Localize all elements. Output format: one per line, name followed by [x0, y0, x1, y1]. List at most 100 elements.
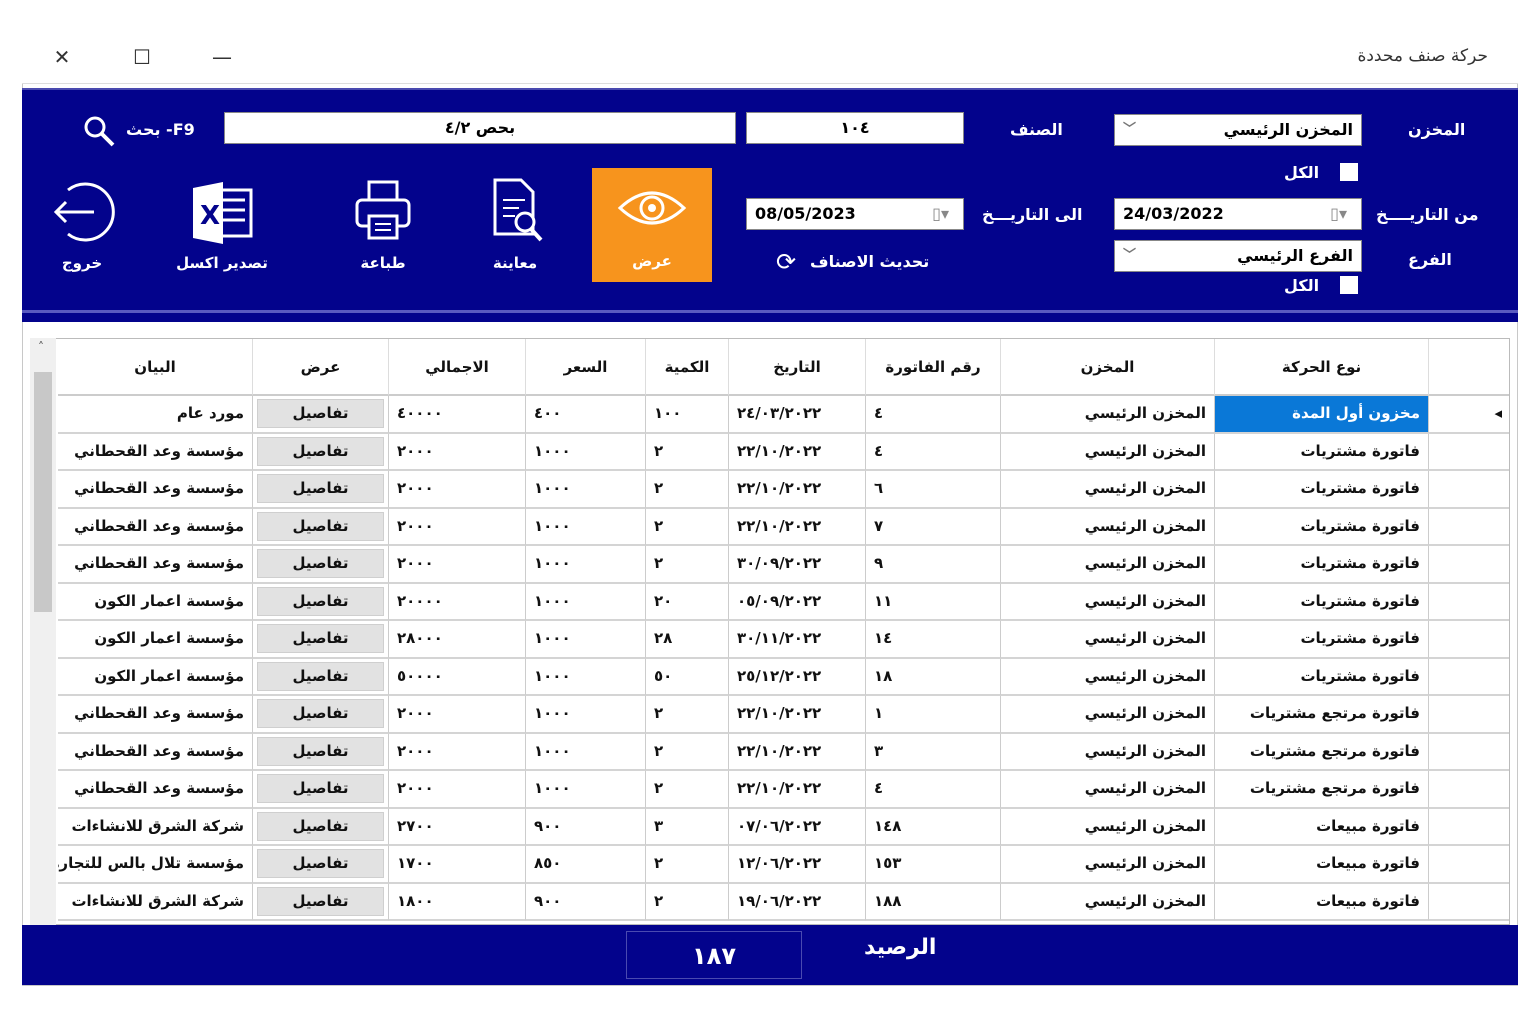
row-selector[interactable]	[1429, 809, 1509, 846]
cell-date[interactable]: ٢٢/١٠/٢٠٢٢	[729, 733, 866, 771]
cell-desc[interactable]: مؤسسة وعد القحطاني	[58, 433, 253, 471]
column-header-price[interactable]: السعر	[526, 339, 646, 396]
cell-store[interactable]: المخزن الرئيسي	[1001, 846, 1215, 884]
all-stores-checkbox[interactable]	[1340, 163, 1358, 181]
preview-button[interactable]: معاينة	[470, 176, 560, 272]
details-button[interactable]: تفاصيل	[257, 436, 384, 466]
cell-desc[interactable]: مؤسسة اعمار الكون	[58, 621, 253, 659]
row-selector[interactable]	[1429, 509, 1509, 546]
cell-qty[interactable]: ٢	[646, 733, 729, 771]
details-button[interactable]: تفاصيل	[257, 886, 384, 916]
cell-price[interactable]: ٩٠٠	[526, 808, 646, 846]
cell-price[interactable]: ١٠٠٠	[526, 733, 646, 771]
search-icon[interactable]	[82, 114, 116, 148]
cell-desc[interactable]: مؤسسة وعد القحطاني	[58, 696, 253, 734]
maximize-button[interactable]: ☐	[133, 45, 151, 69]
cell-type[interactable]: مخزون أول المدة	[1215, 396, 1429, 434]
all-branches-checkbox[interactable]	[1340, 276, 1358, 294]
column-header-store[interactable]: المخزن	[1001, 339, 1215, 396]
cell-type[interactable]: فاتورة مبيعات	[1215, 846, 1429, 884]
details-button[interactable]: تفاصيل	[257, 586, 384, 616]
cell-date[interactable]: ٠٥/٠٩/٢٠٢٢	[729, 583, 866, 621]
cell-store[interactable]: المخزن الرئيسي	[1001, 733, 1215, 771]
cell-qty[interactable]: ٢	[646, 846, 729, 884]
column-header-qty[interactable]: الكمية	[646, 339, 729, 396]
details-button[interactable]: تفاصيل	[257, 736, 384, 766]
details-button[interactable]: تفاصيل	[257, 399, 384, 428]
row-selector[interactable]	[1429, 471, 1509, 509]
minimize-button[interactable]: —	[212, 45, 232, 69]
cell-type[interactable]: فاتورة مبيعات	[1215, 808, 1429, 846]
cell-desc[interactable]: مؤسسة اعمار الكون	[58, 658, 253, 696]
cell-total[interactable]: ٢٠٠٠	[389, 433, 526, 471]
details-button[interactable]: تفاصيل	[257, 661, 384, 691]
cell-type[interactable]: فاتورة مشتريات	[1215, 658, 1429, 696]
cell-qty[interactable]: ٢	[646, 696, 729, 734]
cell-date[interactable]: ١٩/٠٦/٢٠٢٢	[729, 883, 866, 921]
export-excel-button[interactable]: X تصدير اكسل	[160, 180, 284, 272]
row-selector[interactable]	[1429, 621, 1509, 659]
cell-total[interactable]: ٤٠٠٠٠	[389, 396, 526, 434]
column-header-desc[interactable]: البيان	[58, 339, 253, 396]
details-button[interactable]: تفاصيل	[257, 699, 384, 728]
cell-desc[interactable]: مؤسسة تلال بالس للتجارة	[58, 846, 253, 884]
print-button[interactable]: طباعة	[338, 176, 428, 272]
row-selector[interactable]	[1429, 659, 1509, 696]
cell-date[interactable]: ٢٢/١٠/٢٠٢٢	[729, 433, 866, 471]
item-name-input[interactable]: بحص ٤/٢	[224, 112, 736, 144]
row-selector[interactable]	[1429, 546, 1509, 584]
cell-price[interactable]: ١٠٠٠	[526, 546, 646, 584]
cell-price[interactable]: ٩٠٠	[526, 883, 646, 921]
cell-total[interactable]: ٢٨٠٠٠	[389, 621, 526, 659]
cell-invoice[interactable]: ١٥٣	[866, 846, 1001, 884]
cell-qty[interactable]: ٢	[646, 883, 729, 921]
cell-total[interactable]: ٥٠٠٠٠	[389, 658, 526, 696]
cell-qty[interactable]: ٢	[646, 771, 729, 809]
details-button[interactable]: تفاصيل	[257, 774, 384, 803]
cell-type[interactable]: فاتورة مشتريات	[1215, 621, 1429, 659]
cell-total[interactable]: ١٧٠٠	[389, 846, 526, 884]
details-button[interactable]: تفاصيل	[257, 624, 384, 653]
current-row-indicator-icon[interactable]: ◂	[1429, 396, 1509, 434]
cell-store[interactable]: المخزن الرئيسي	[1001, 396, 1215, 434]
row-selector[interactable]	[1429, 846, 1509, 884]
cell-price[interactable]: ١٠٠٠	[526, 658, 646, 696]
cell-total[interactable]: ٢٠٠٠	[389, 696, 526, 734]
cell-invoice[interactable]: ١٨٨	[866, 883, 1001, 921]
from-date-picker[interactable]: 24/03/2022 ▯▾	[1114, 198, 1362, 230]
cell-invoice[interactable]: ٩	[866, 546, 1001, 584]
cell-qty[interactable]: ٢٠	[646, 583, 729, 621]
to-date-picker[interactable]: 08/05/2023 ▯▾	[746, 198, 964, 230]
cell-invoice[interactable]: ٣	[866, 733, 1001, 771]
cell-date[interactable]: ٢٢/١٠/٢٠٢٢	[729, 508, 866, 546]
cell-store[interactable]: المخزن الرئيسي	[1001, 771, 1215, 809]
row-selector[interactable]	[1429, 434, 1509, 471]
cell-store[interactable]: المخزن الرئيسي	[1001, 471, 1215, 509]
cell-invoice[interactable]: ٦	[866, 471, 1001, 509]
cell-invoice[interactable]: ٤	[866, 433, 1001, 471]
details-button[interactable]: تفاصيل	[257, 849, 384, 878]
cell-desc[interactable]: مورد عام	[58, 396, 253, 434]
cell-store[interactable]: المخزن الرئيسي	[1001, 883, 1215, 921]
cell-store[interactable]: المخزن الرئيسي	[1001, 546, 1215, 584]
cell-type[interactable]: فاتورة مشتريات	[1215, 508, 1429, 546]
cell-qty[interactable]: ٢	[646, 433, 729, 471]
cell-qty[interactable]: ٢	[646, 508, 729, 546]
cell-qty[interactable]: ٢	[646, 546, 729, 584]
cell-invoice[interactable]: ١	[866, 696, 1001, 734]
cell-desc[interactable]: مؤسسة وعد القحطاني	[58, 471, 253, 509]
cell-type[interactable]: فاتورة مرتجع مشتريات	[1215, 696, 1429, 734]
cell-type[interactable]: فاتورة مرتجع مشتريات	[1215, 733, 1429, 771]
cell-type[interactable]: فاتورة مبيعات	[1215, 883, 1429, 921]
row-selector[interactable]	[1429, 771, 1509, 809]
cell-invoice[interactable]: ١٤	[866, 621, 1001, 659]
cell-store[interactable]: المخزن الرئيسي	[1001, 658, 1215, 696]
cell-price[interactable]: ١٠٠٠	[526, 433, 646, 471]
scrollbar-thumb[interactable]	[34, 372, 52, 612]
view-button[interactable]: عرض	[592, 168, 712, 282]
cell-store[interactable]: المخزن الرئيسي	[1001, 808, 1215, 846]
cell-price[interactable]: ١٠٠٠	[526, 771, 646, 809]
cell-price[interactable]: ١٠٠٠	[526, 471, 646, 509]
cell-invoice[interactable]: ٤	[866, 396, 1001, 434]
cell-desc[interactable]: مؤسسة وعد القحطاني	[58, 508, 253, 546]
